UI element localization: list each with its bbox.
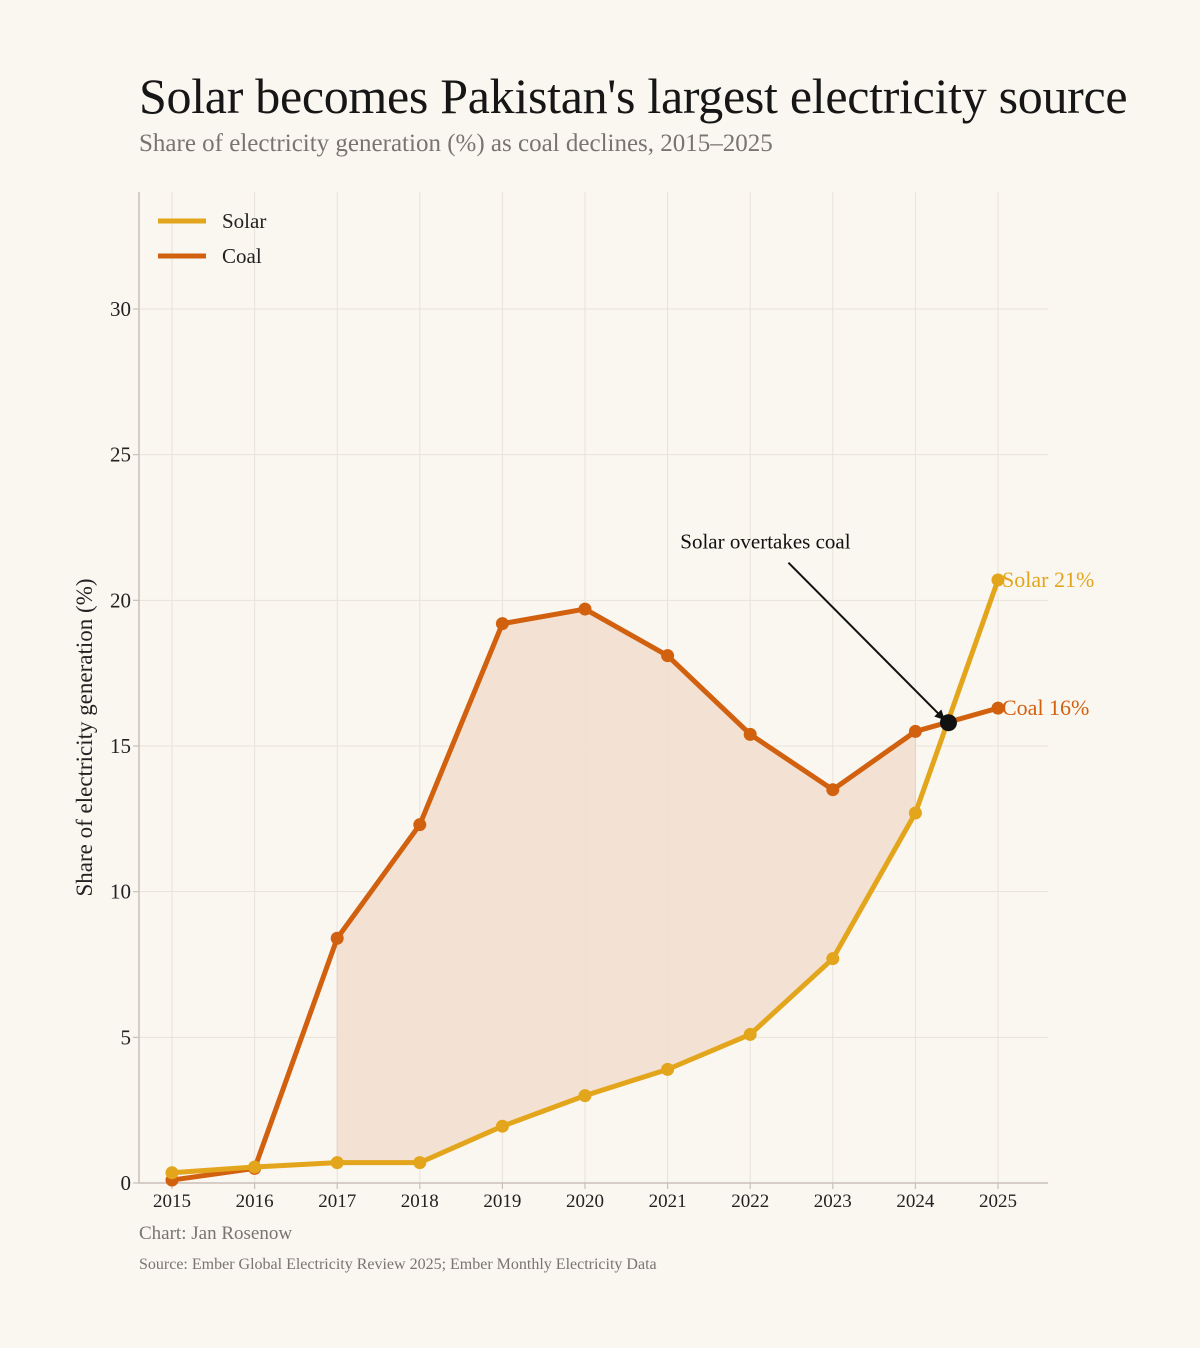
axes (133, 192, 1048, 1189)
annotation-text: Solar overtakes coal (680, 530, 850, 554)
annotation-arrow (787, 561, 945, 721)
y-tick-label: 10 (110, 880, 131, 904)
x-tick-label: 2021 (649, 1191, 687, 1212)
coal-legend-label: Coal (222, 244, 262, 268)
coal-point (413, 818, 427, 832)
x-tick-label: 2023 (814, 1191, 852, 1212)
solar-legend-label: Solar (222, 209, 266, 233)
series-lines: Coal 16% Solar 21% (165, 567, 1094, 1187)
coal-point (826, 783, 840, 797)
coal-point (495, 617, 509, 631)
shaded-gap-area (336, 608, 916, 1164)
y-tick-label: 20 (110, 588, 131, 612)
solar-end-label: Solar 21% (1002, 567, 1094, 592)
x-tick-label: 2015 (153, 1191, 191, 1212)
solar-point (495, 1119, 509, 1133)
solar-point (908, 806, 922, 820)
coal-solar-gap-fill (336, 608, 916, 1164)
solar-point (413, 1156, 427, 1170)
solar-point (743, 1027, 757, 1041)
coal-point (330, 931, 344, 945)
solar-point (165, 1166, 179, 1180)
coal-point (991, 701, 1005, 715)
x-tick-label: 2025 (979, 1191, 1017, 1212)
coal-point (661, 649, 675, 663)
chart-subtitle: Share of electricity generation (%) as c… (139, 130, 773, 157)
x-tick-label: 2019 (483, 1191, 521, 1212)
x-tick-label: 2024 (896, 1191, 935, 1212)
solar-point (991, 573, 1005, 587)
chart-source: Source: Ember Global Electricity Review … (139, 1256, 657, 1273)
x-tick-label: 2016 (236, 1191, 274, 1212)
y-tick-label: 25 (110, 443, 131, 467)
solar-point (330, 1156, 344, 1170)
solar-point (661, 1062, 675, 1076)
x-tick-label: 2020 (566, 1191, 604, 1212)
solar-point (578, 1089, 592, 1103)
annotation: Solar overtakes coal (680, 530, 957, 732)
y-axis-title: Share of electricity generation (%) (72, 578, 97, 896)
solar-point (248, 1160, 262, 1174)
y-tick-label: 0 (121, 1171, 132, 1195)
coal-end-label: Coal 16% (1002, 695, 1089, 720)
coal-point (578, 602, 592, 616)
tick-labels: 2015 2016 2017 2018 2019 2020 2021 2022 2023 2024… (72, 297, 1017, 1212)
legend: Solar Coal (158, 209, 266, 268)
y-tick-label: 15 (110, 734, 131, 758)
y-tick-label: 5 (121, 1025, 132, 1049)
chart-title: Solar becomes Pakistan's largest electri… (139, 68, 1128, 124)
coal-point (743, 727, 757, 741)
crossover-marker (939, 714, 957, 732)
x-tick-label: 2017 (318, 1191, 356, 1212)
solar-point (826, 952, 840, 966)
x-tick-label: 2022 (731, 1191, 769, 1212)
chart-credit: Chart: Jan Rosenow (139, 1223, 293, 1244)
y-tick-label: 30 (110, 297, 131, 321)
x-tick-label: 2018 (401, 1191, 439, 1212)
coal-point (908, 724, 922, 738)
